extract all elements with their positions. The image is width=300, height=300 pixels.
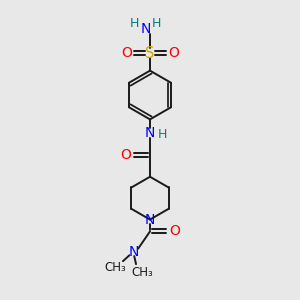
- Text: H: H: [152, 16, 161, 30]
- Text: H: H: [130, 16, 139, 30]
- Text: O: O: [169, 224, 180, 238]
- Text: O: O: [121, 46, 132, 60]
- Text: H: H: [158, 128, 167, 141]
- Text: N: N: [140, 22, 151, 36]
- Text: O: O: [168, 46, 179, 60]
- Text: N: N: [128, 245, 139, 259]
- Text: CH₃: CH₃: [104, 261, 126, 274]
- Text: S: S: [145, 46, 155, 61]
- Text: N: N: [145, 212, 155, 226]
- Text: N: N: [145, 126, 155, 140]
- Text: CH₃: CH₃: [131, 266, 153, 279]
- Text: O: O: [120, 148, 131, 162]
